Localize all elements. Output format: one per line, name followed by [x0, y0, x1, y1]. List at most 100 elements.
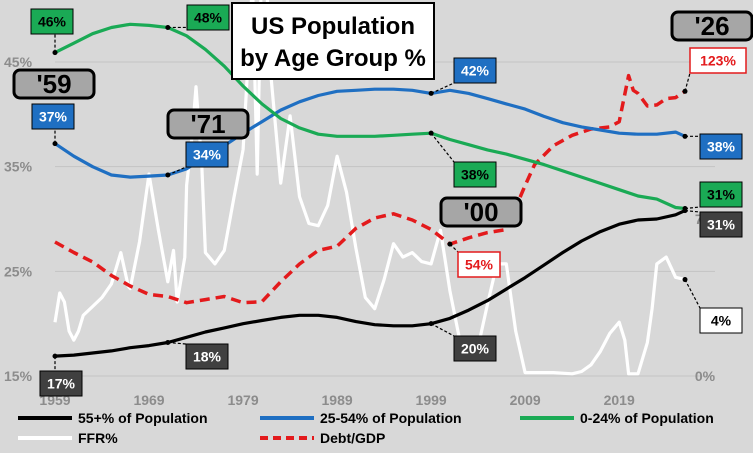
x-tick-label: 1979 — [227, 392, 258, 408]
year-callout-y_00: '00 — [439, 196, 523, 228]
badge-text: 54% — [465, 257, 494, 273]
value-badge-l_20: 20% — [453, 335, 497, 362]
badge-box — [699, 307, 743, 334]
badge-box — [30, 8, 74, 35]
badge-box — [186, 4, 230, 31]
series-line-debt — [54, 73, 686, 305]
badge-box — [699, 181, 743, 208]
connector-anchor — [165, 172, 171, 178]
series-layer — [53, 0, 686, 376]
badge-text: 17% — [47, 376, 76, 392]
y-left-tick-label: 25% — [4, 263, 33, 279]
badge-text: 38% — [707, 139, 736, 155]
connector-line — [684, 210, 701, 213]
connector-line — [167, 166, 187, 176]
badge-text: 46% — [38, 14, 67, 30]
value-badge-l_46: 46% — [30, 8, 74, 35]
badge-text: 123% — [700, 53, 736, 69]
badge-box — [453, 161, 497, 188]
year-callout-box — [670, 10, 753, 42]
title-line-1: US Population — [251, 13, 415, 40]
x-tick-label: 1989 — [322, 392, 353, 408]
x-tick-label: 2009 — [510, 392, 541, 408]
badge-box — [699, 211, 743, 238]
connector-anchor — [682, 277, 688, 283]
connector-anchor — [428, 130, 434, 136]
badge-box — [185, 141, 229, 168]
connector-anchor — [52, 141, 58, 147]
x-tick-label: 1999 — [416, 392, 447, 408]
connector-anchor — [682, 133, 688, 139]
y-right-tick-label: 0% — [695, 368, 716, 384]
badge-text: 34% — [193, 147, 222, 163]
value-badge-l_37: 37% — [31, 103, 75, 130]
value-badge-l_17: 17% — [39, 370, 83, 397]
badge-box — [457, 251, 501, 278]
value-badge-l_38b: 38% — [699, 133, 743, 160]
annotation-badges: 46% 48% 42% 37% 34% 38% 38% 31% 31% 54% 123% 17% 18%… — [12, 4, 753, 397]
legend: 55+% of Population 25-54% of Population … — [18, 410, 714, 446]
badge-text: 18% — [193, 349, 222, 365]
value-badge-l_38g: 38% — [453, 161, 497, 188]
connector-anchor — [165, 24, 171, 30]
x-tick-label: 2019 — [604, 392, 635, 408]
year-callout-text: '71 — [190, 109, 225, 139]
chart-title: US Population by Age Group % — [231, 2, 435, 80]
gridlines — [55, 61, 715, 377]
connector-anchor — [52, 50, 58, 56]
connector-anchor — [52, 353, 58, 359]
value-badge-l_48: 48% — [186, 4, 230, 31]
y-left-tick-label: 45% — [4, 54, 33, 70]
legend-label-ffr: FFR% — [78, 430, 118, 446]
connector-line — [430, 82, 455, 94]
badge-box — [453, 335, 497, 362]
series-line-youth — [54, 22, 686, 211]
connector-line — [430, 132, 455, 163]
year-callout-box — [439, 196, 523, 228]
year-callout-text: '59 — [36, 69, 71, 99]
title-box — [231, 2, 435, 80]
value-badge-l_4: 4% — [699, 307, 743, 334]
connector-anchor — [682, 208, 688, 214]
y-left-tick-label: 35% — [4, 159, 33, 175]
badge-box — [31, 103, 75, 130]
year-callout-box — [12, 68, 96, 100]
value-badge-l_123: 123% — [689, 47, 747, 74]
connector-anchor — [428, 321, 434, 327]
badge-box — [453, 57, 497, 84]
connector-anchor — [165, 340, 171, 346]
badge-text: 31% — [707, 217, 736, 233]
badge-text: 31% — [707, 187, 736, 203]
annotation-connectors — [52, 24, 701, 371]
y-left-tick-label: 15% — [4, 368, 33, 384]
badge-text: 20% — [461, 341, 490, 357]
badge-text: 4% — [711, 313, 732, 329]
title-line-2: by Age Group % — [240, 45, 426, 72]
series-line-ffr — [53, 0, 686, 376]
year-callout-text: '00 — [463, 197, 498, 227]
badge-box — [39, 370, 83, 397]
axis-ticks: 15%25%35%45%0%7%14%195919691979198919992… — [4, 54, 720, 408]
value-badge-l_31k: 31% — [699, 211, 743, 238]
value-badge-l_34: 34% — [185, 141, 229, 168]
series-line-older — [54, 209, 686, 358]
series-line-prime — [54, 87, 686, 179]
connector-anchor — [428, 90, 434, 96]
value-badge-l_18: 18% — [185, 343, 229, 370]
badge-box — [689, 47, 747, 74]
connector-line — [430, 323, 455, 337]
connector-line — [684, 206, 701, 210]
badge-text: 42% — [461, 63, 490, 79]
year-callout-text: '26 — [694, 11, 729, 41]
value-badge-l_31g: 31% — [699, 181, 743, 208]
year-callout-box — [166, 108, 250, 140]
badge-text: 37% — [39, 109, 68, 125]
year-callout-y_26: '26 — [670, 10, 753, 42]
year-callout-y_59: '59 — [12, 68, 96, 100]
badge-text: 48% — [194, 10, 223, 26]
badge-box — [185, 343, 229, 370]
connector-anchor — [447, 241, 453, 247]
connector-line — [684, 279, 701, 309]
